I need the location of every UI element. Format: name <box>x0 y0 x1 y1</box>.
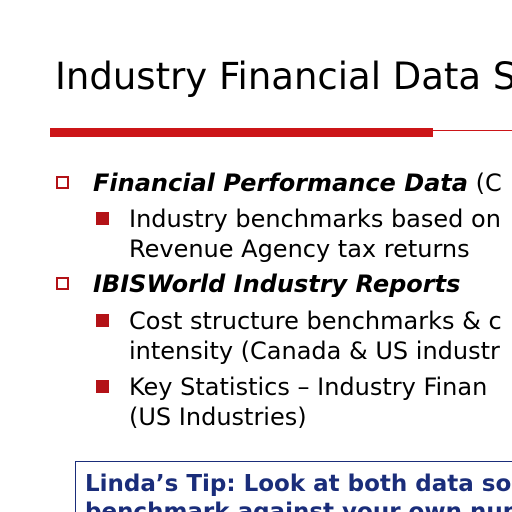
title-underline-bar <box>50 128 433 137</box>
tip-line-2: benchmark against your own num <box>85 498 512 512</box>
title-underline-thin-rule <box>433 130 512 131</box>
filled-square-bullet-icon <box>96 212 109 225</box>
sub-bullet-line-1: Industry benchmarks based on <box>129 204 501 234</box>
sub-bullet-line-2: (US Industries) <box>129 402 307 432</box>
sub-bullet-line-2: intensity (Canada & US industr <box>129 336 500 366</box>
bullet-suffix: (C <box>468 169 502 197</box>
filled-square-bullet-icon <box>96 380 109 393</box>
linda-tip-callout: Linda’s Tip: Look at both data sour benc… <box>75 461 512 512</box>
bullet-heading: Financial Performance Data <box>93 169 468 197</box>
tip-line-1: Linda’s Tip: Look at both data sour <box>85 470 512 498</box>
hollow-square-bullet-icon <box>56 176 69 189</box>
sub-bullet-line-1: Key Statistics – Industry Finan <box>129 372 487 402</box>
hollow-square-bullet-icon <box>56 277 69 290</box>
bullet-heading: IBISWorld Industry Reports <box>93 270 460 298</box>
slide-title: Industry Financial Data S <box>55 56 512 98</box>
bullet-text: IBISWorld Industry Reports <box>93 269 460 299</box>
filled-square-bullet-icon <box>96 314 109 327</box>
sub-bullet-line-2: Revenue Agency tax returns <box>129 234 470 264</box>
sub-bullet-line-1: Cost structure benchmarks & c <box>129 306 502 336</box>
bullet-text: Financial Performance Data (C <box>93 168 502 198</box>
